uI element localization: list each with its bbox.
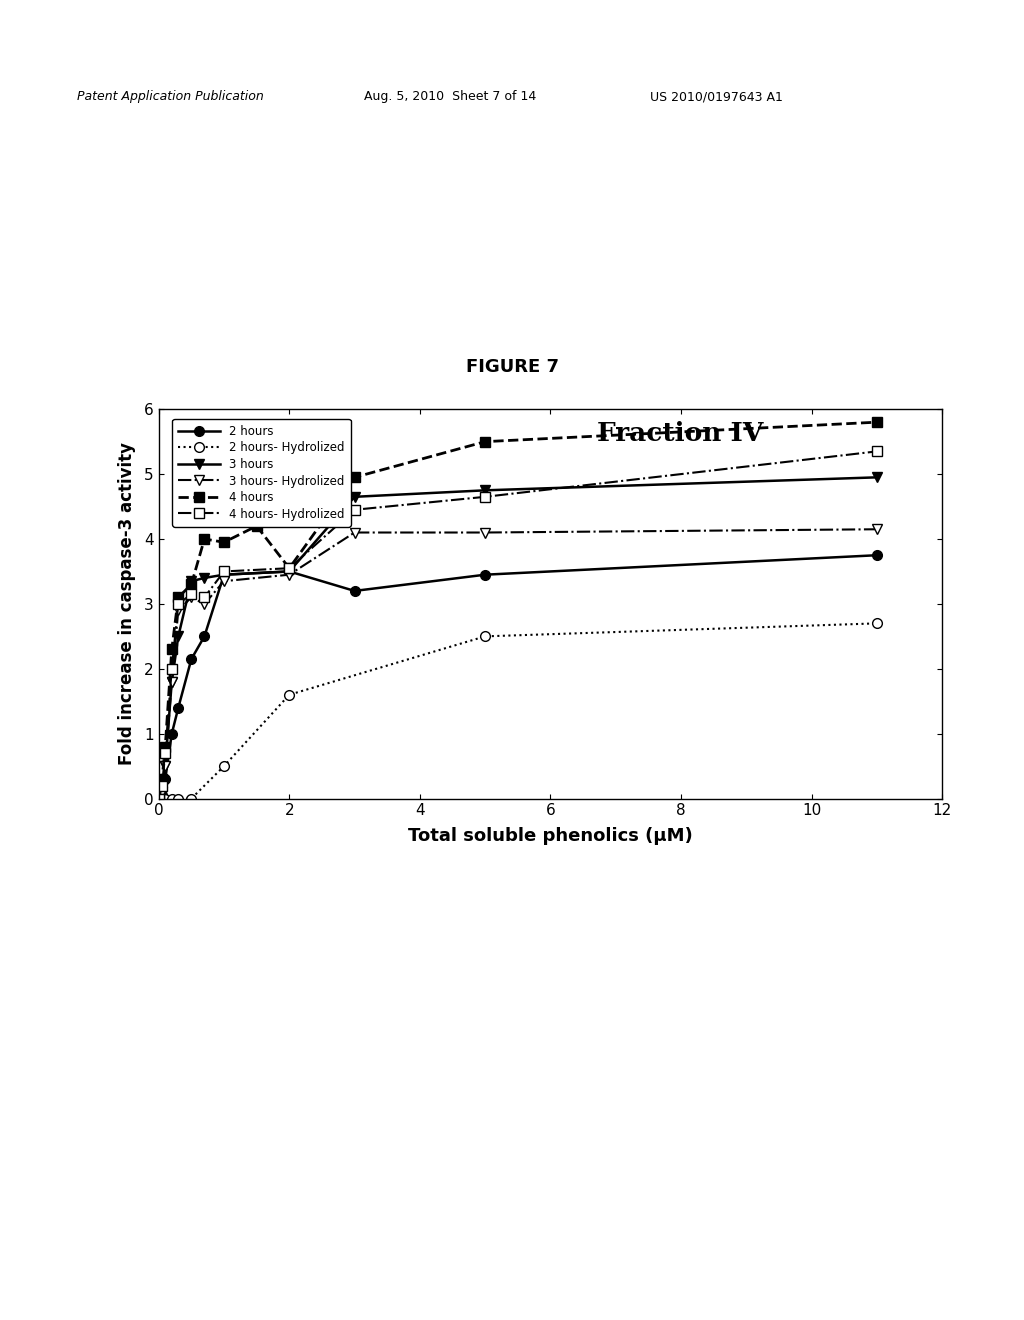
Text: FIGURE 7: FIGURE 7 (466, 358, 558, 376)
Y-axis label: Fold increase in caspase-3 activity: Fold increase in caspase-3 activity (118, 442, 136, 766)
X-axis label: Total soluble phenolics (μM): Total soluble phenolics (μM) (408, 826, 693, 845)
Text: Patent Application Publication: Patent Application Publication (77, 90, 263, 103)
Text: US 2010/0197643 A1: US 2010/0197643 A1 (650, 90, 783, 103)
Text: Fraction IV: Fraction IV (597, 421, 764, 446)
Text: Aug. 5, 2010  Sheet 7 of 14: Aug. 5, 2010 Sheet 7 of 14 (364, 90, 536, 103)
Legend: 2 hours, 2 hours- Hydrolized, 3 hours, 3 hours- Hydrolized, 4 hours, 4 hours- Hy: 2 hours, 2 hours- Hydrolized, 3 hours, 3… (172, 418, 350, 527)
